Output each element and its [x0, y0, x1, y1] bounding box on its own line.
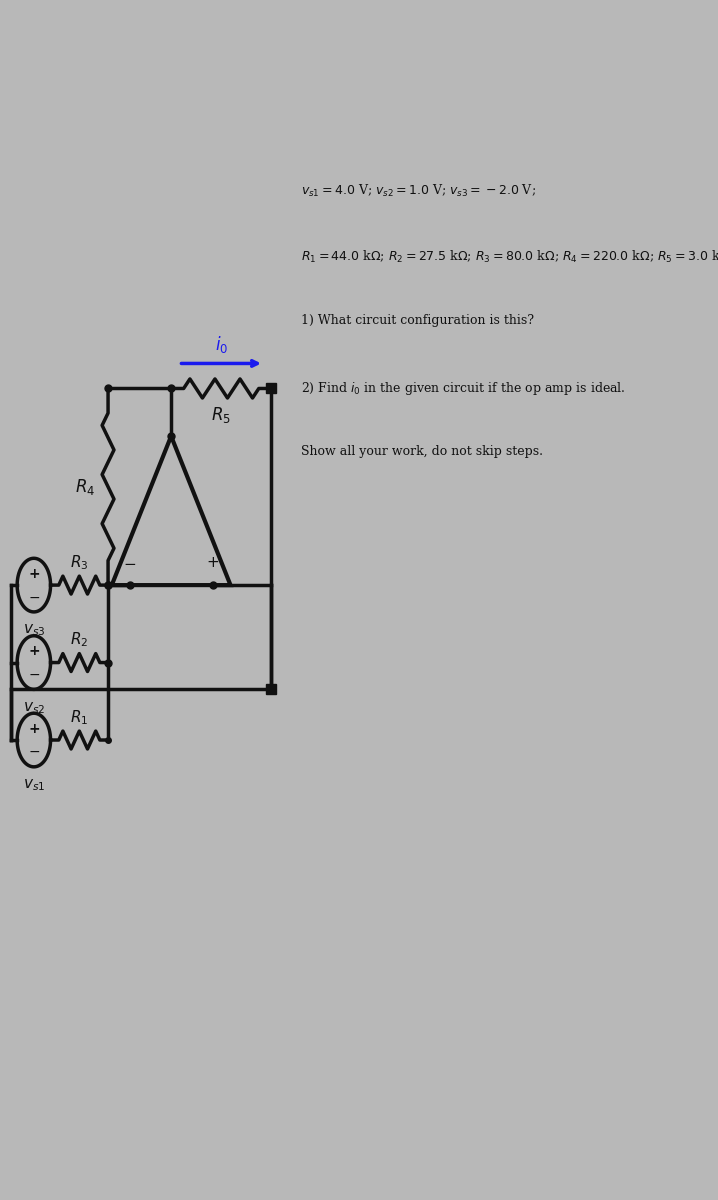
- Text: $-$: $-$: [28, 589, 40, 604]
- Text: $R_1 = 44.0$ k$\Omega$; $R_2 = 27.5$ k$\Omega$; $R_3 = 80.0$ k$\Omega$; $R_4 = 2: $R_1 = 44.0$ k$\Omega$; $R_2 = 27.5$ k$\…: [301, 248, 718, 264]
- Text: +: +: [28, 566, 39, 581]
- Text: $+$: $+$: [206, 556, 219, 570]
- Text: $i_0$: $i_0$: [215, 334, 228, 354]
- Text: +: +: [28, 644, 39, 659]
- Text: $R_5$: $R_5$: [211, 406, 231, 425]
- Text: $v_{s3}$: $v_{s3}$: [23, 623, 45, 638]
- Text: $R_3$: $R_3$: [70, 553, 88, 572]
- Text: +: +: [28, 721, 39, 736]
- Text: $R_2$: $R_2$: [70, 631, 88, 649]
- Text: $v_{s1}$: $v_{s1}$: [23, 778, 45, 793]
- Text: $-$: $-$: [123, 556, 136, 570]
- Text: $R_1$: $R_1$: [70, 708, 88, 727]
- Text: $-$: $-$: [28, 667, 40, 680]
- Text: 1) What circuit configuration is this?: 1) What circuit configuration is this?: [301, 314, 534, 328]
- Text: 2) Find $i_0$ in the given circuit if the op amp is ideal.: 2) Find $i_0$ in the given circuit if th…: [301, 379, 625, 396]
- Text: $-$: $-$: [28, 744, 40, 758]
- Text: $v_{s2}$: $v_{s2}$: [23, 700, 45, 715]
- Text: $v_{s1} = 4.0$ V; $v_{s2} = 1.0$ V; $v_{s3} = -2.0$ V;: $v_{s1} = 4.0$ V; $v_{s2} = 1.0$ V; $v_{…: [301, 182, 536, 199]
- Text: Show all your work, do not skip steps.: Show all your work, do not skip steps.: [301, 445, 543, 458]
- Text: $R_4$: $R_4$: [75, 476, 95, 497]
